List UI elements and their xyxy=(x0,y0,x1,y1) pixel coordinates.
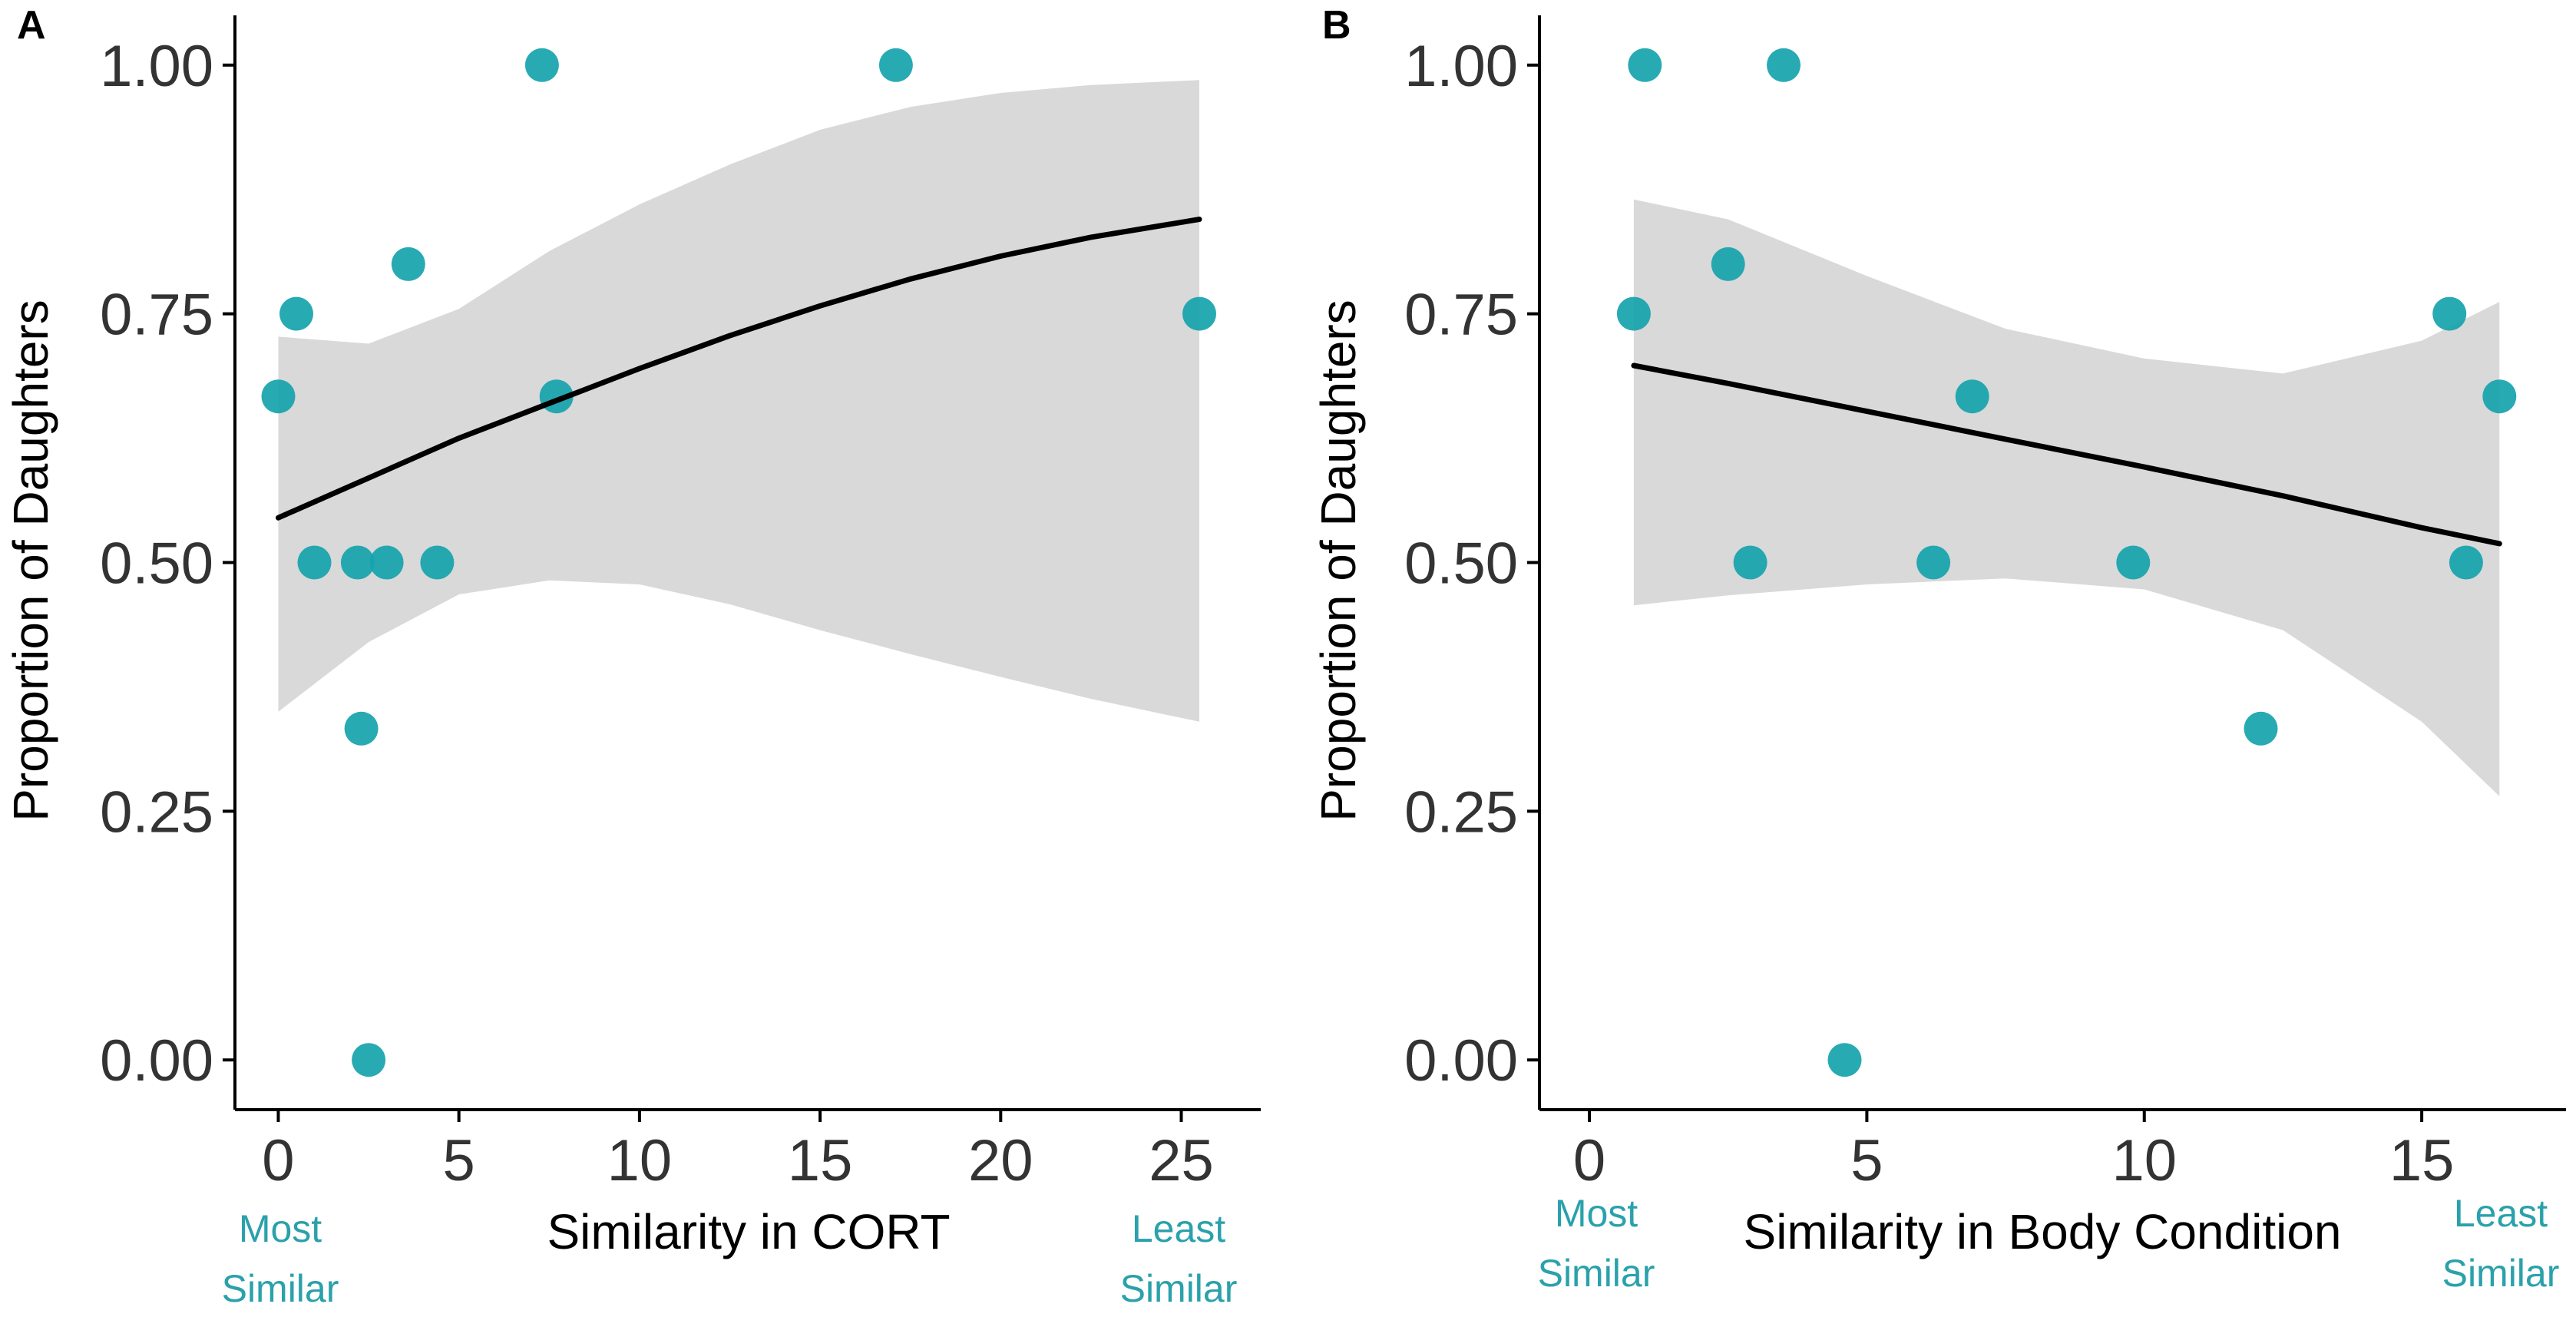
data-point xyxy=(524,48,559,82)
y-tick-label: 1.00 xyxy=(1404,34,1518,99)
annotation-most-line1: Most xyxy=(239,1207,322,1250)
data-point xyxy=(2116,545,2151,580)
y-tick-label: 0.00 xyxy=(1404,1028,1518,1094)
y-tick-label: 0.25 xyxy=(100,779,213,845)
x-axis-title: Similarity in Body Condition xyxy=(1744,1204,2342,1259)
annotation-most-line2: Similar xyxy=(222,1267,339,1310)
x-axis-title: Similarity in CORT xyxy=(547,1204,950,1259)
x-tick-label: 10 xyxy=(607,1128,673,1193)
data-point xyxy=(1711,247,1745,281)
data-point xyxy=(1628,48,1662,82)
data-point xyxy=(1955,379,1989,414)
data-point xyxy=(420,545,455,580)
data-point xyxy=(1733,545,1767,580)
data-point xyxy=(1767,48,1801,82)
data-point xyxy=(2244,711,2278,746)
data-point xyxy=(1916,545,1951,580)
x-tick-label: 0 xyxy=(262,1128,294,1193)
data-point xyxy=(297,545,332,580)
x-tick-label: 15 xyxy=(2389,1128,2455,1193)
data-point xyxy=(878,48,913,82)
y-tick-label: 1.00 xyxy=(100,34,213,99)
annotation-least-line1: Least xyxy=(2454,1192,2548,1235)
fit-line xyxy=(276,217,1202,521)
x-tick-label: 20 xyxy=(968,1128,1033,1193)
data-point xyxy=(261,379,296,414)
y-axis-title: Proportion of Daughters xyxy=(3,300,58,822)
x-tick-label: 0 xyxy=(1573,1128,1605,1193)
data-point xyxy=(391,247,425,281)
fit-line xyxy=(1631,362,2502,547)
data-point xyxy=(1827,1043,1862,1077)
panel-a: 0.00 0.25 0.50 0.75 1.00 0 5 10 15 20 25 Similarity… xyxy=(3,3,1261,1310)
annotation-least-line1: Least xyxy=(1132,1207,1225,1250)
y-tick-label: 0.50 xyxy=(1404,531,1518,597)
data-point xyxy=(1616,296,1651,331)
y-axis-title: Proportion of Daughters xyxy=(1311,300,1366,822)
y-tick-label: 0.75 xyxy=(1404,283,1518,348)
annotation-most-line1: Most xyxy=(1555,1192,1638,1235)
panel-label: A xyxy=(17,3,46,48)
data-point xyxy=(2482,379,2517,414)
data-point xyxy=(352,1043,386,1077)
annotation-most-line2: Similar xyxy=(1538,1252,1655,1295)
y-tick-label: 0.75 xyxy=(100,283,213,348)
data-point xyxy=(2432,296,2467,331)
annotation-least-line2: Similar xyxy=(2442,1252,2560,1295)
confidence-ribbon xyxy=(278,80,1199,722)
x-tick-label: 15 xyxy=(788,1128,853,1193)
y-tick-label: 0.50 xyxy=(100,531,213,597)
y-tick-label: 0.25 xyxy=(1404,779,1518,845)
data-point xyxy=(1182,296,1216,331)
x-tick-label: 25 xyxy=(1149,1128,1214,1193)
panel-b: 0.00 0.25 0.50 0.75 1.00 0 5 10 15 Similarity in … xyxy=(1311,3,2566,1295)
data-point xyxy=(340,545,375,580)
annotation-least-line2: Similar xyxy=(1120,1267,1238,1310)
data-point xyxy=(279,296,313,331)
data-point xyxy=(2449,545,2483,580)
confidence-ribbon xyxy=(1633,199,2500,796)
data-point xyxy=(369,545,404,580)
x-tick-label: 5 xyxy=(1850,1128,1883,1193)
x-tick-label: 10 xyxy=(2111,1128,2177,1193)
data-point xyxy=(344,711,379,746)
x-tick-label: 5 xyxy=(443,1128,475,1193)
panel-label: B xyxy=(1322,3,1351,48)
y-tick-label: 0.00 xyxy=(100,1028,213,1094)
